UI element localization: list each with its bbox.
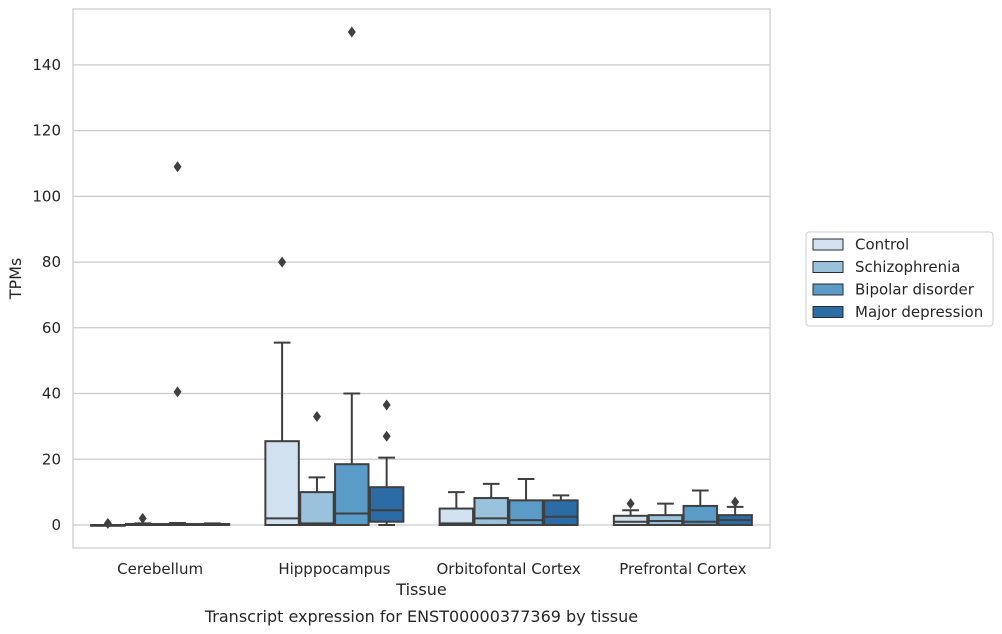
- legend-swatch: [812, 306, 844, 318]
- box-bipolar-disorder: [334, 26, 370, 526]
- outlier-point: [173, 161, 182, 173]
- y-axis-title: TPMs: [6, 258, 25, 301]
- y-tick-label: 60: [42, 319, 61, 337]
- iqr-box: [368, 486, 405, 523]
- x-tick-label: Prefrontal Cortex: [619, 560, 746, 578]
- iqr-box: [682, 504, 719, 526]
- iqr-box: [264, 440, 300, 526]
- legend-swatch: [812, 283, 844, 296]
- box-bipolar-disorder: [159, 161, 196, 526]
- box-schizophrenia: [473, 482, 509, 526]
- box-major-depression: [194, 522, 231, 526]
- x-tick-label: Cerebellum: [117, 560, 203, 578]
- y-tick-label: 120: [32, 122, 61, 140]
- outlier-point: [103, 517, 112, 529]
- y-tick-label: 40: [42, 385, 61, 403]
- outlier-point: [347, 26, 356, 38]
- legend-label: Control: [855, 236, 909, 254]
- box-schizophrenia: [299, 411, 335, 526]
- box-control: [264, 256, 300, 526]
- legend-frame: [805, 231, 994, 327]
- axis-ticks: 0 20 40 60 80 100 120 140 Cerebellum Hipppocampus…: [32, 56, 746, 578]
- outlier-point: [278, 256, 287, 268]
- box-plot-marks: [90, 26, 753, 529]
- legend-label: Schizophrenia: [855, 258, 960, 276]
- outlier-point: [626, 498, 635, 510]
- y-tick-label: 140: [32, 56, 61, 74]
- iqr-box: [508, 499, 544, 526]
- box-major-depression: [368, 399, 405, 526]
- outlier-point: [312, 411, 321, 423]
- outlier-point: [173, 386, 182, 398]
- iqr-box: [438, 507, 475, 526]
- iqr-box: [612, 514, 649, 526]
- y-tick-label: 20: [42, 450, 61, 468]
- iqr-box: [299, 491, 335, 526]
- x-axis-title: Tissue: [395, 580, 446, 599]
- legend-swatch: [812, 261, 844, 273]
- iqr-box: [543, 499, 579, 526]
- y-tick-label: 100: [32, 187, 61, 205]
- iqr-box: [473, 497, 509, 526]
- y-tick-label: 0: [51, 516, 61, 534]
- grid-lines: [73, 64, 770, 526]
- box-schizophrenia: [647, 502, 684, 526]
- outlier-point: [731, 496, 740, 508]
- x-tick-label: Hipppocampus: [278, 560, 390, 578]
- chart-caption: Transcript expression for ENST0000037736…: [204, 607, 638, 626]
- box-major-depression: [543, 494, 579, 526]
- legend-swatch: [812, 238, 844, 251]
- box-control: [438, 491, 475, 526]
- box-bipolar-disorder: [682, 489, 719, 526]
- outlier-point: [382, 399, 391, 411]
- legend-label: Bipolar disorder: [855, 281, 975, 299]
- plot-frame: [72, 8, 771, 549]
- legend-label: Major depression: [855, 303, 983, 321]
- y-tick-label: 80: [42, 253, 61, 271]
- box-schizophrenia: [124, 512, 161, 526]
- outlier-point: [382, 430, 391, 442]
- box-major-depression: [717, 496, 753, 526]
- box-control: [612, 498, 649, 526]
- box-control: [90, 517, 126, 529]
- box-bipolar-disorder: [508, 477, 544, 526]
- x-tick-label: Orbitofontal Cortex: [437, 560, 581, 578]
- iqr-box: [334, 463, 370, 526]
- outlier-point: [138, 512, 147, 524]
- legend: Control Schizophrenia Bipolar disorder Majo…: [805, 231, 994, 327]
